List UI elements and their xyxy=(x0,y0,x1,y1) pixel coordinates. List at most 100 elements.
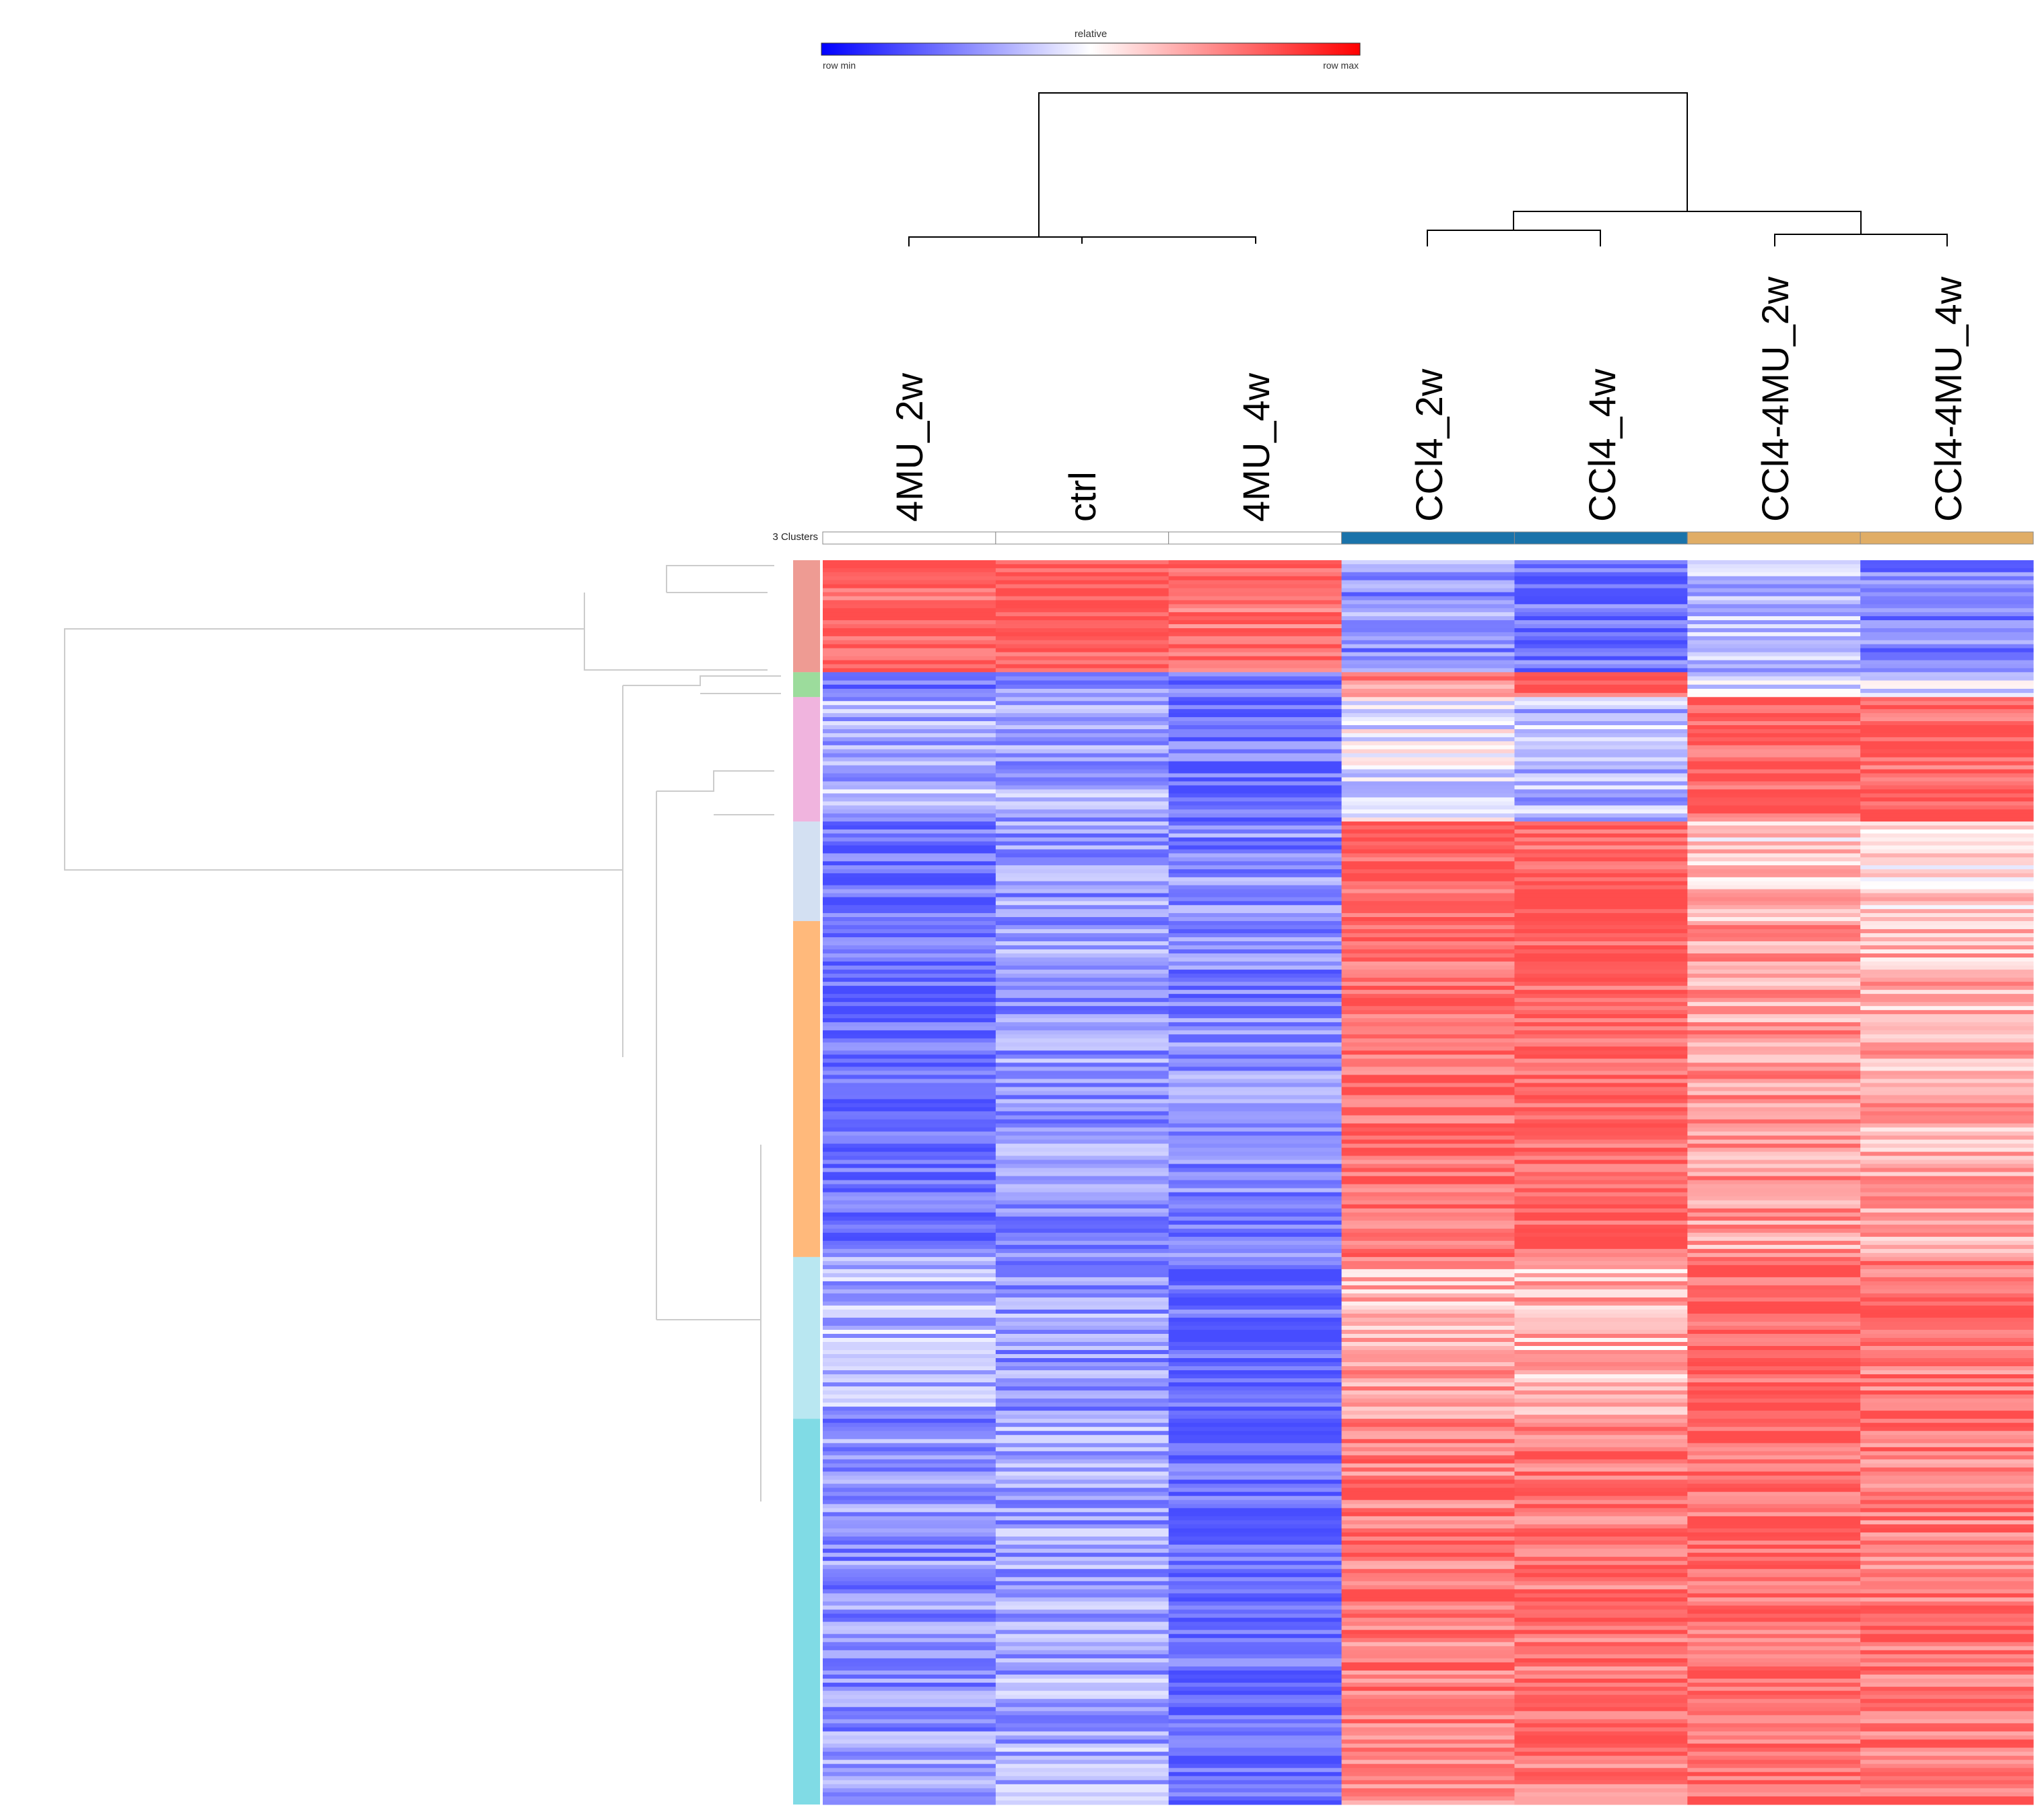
heatmap-cell xyxy=(995,1026,1169,1031)
heatmap-cell xyxy=(1168,1747,1343,1753)
heatmap-cell xyxy=(1168,953,1343,958)
heatmap-cell xyxy=(1168,1638,1343,1643)
heatmap-cell xyxy=(1341,1695,1515,1699)
heatmap-cell xyxy=(995,897,1169,902)
heatmap-cell xyxy=(1341,596,1515,601)
heatmap-cell xyxy=(1514,1370,1688,1375)
heatmap-cell xyxy=(1168,1617,1343,1623)
heatmap-cell xyxy=(1687,761,1861,766)
heatmap-cell xyxy=(1341,1439,1515,1444)
heatmap-cell xyxy=(995,1459,1169,1464)
heatmap-cell xyxy=(1514,1597,1688,1602)
heatmap-cell xyxy=(1168,1256,1343,1262)
heatmap-cell xyxy=(1687,1650,1861,1655)
heatmap-cell xyxy=(1168,1512,1343,1517)
heatmap-cell xyxy=(1860,1739,2034,1745)
heatmap-cell xyxy=(995,1269,1169,1274)
heatmap-cell xyxy=(995,1593,1169,1598)
heatmap-cell xyxy=(1514,1431,1688,1436)
heatmap-cell xyxy=(1514,1755,1688,1761)
heatmap-cell xyxy=(823,1642,996,1647)
heatmap-cell xyxy=(995,1642,1169,1647)
heatmap-cell xyxy=(1687,1467,1861,1473)
heatmap-cell xyxy=(823,957,996,962)
heatmap-cell xyxy=(995,1407,1169,1411)
heatmap-cell xyxy=(1860,1585,2034,1590)
heatmap-cell xyxy=(1514,1747,1688,1753)
heatmap-cell xyxy=(995,797,1169,802)
heatmap-cell xyxy=(1168,1099,1343,1104)
cluster-annotation-label: 3 Clusters xyxy=(772,531,818,543)
heatmap-cell xyxy=(1687,957,1861,962)
heatmap-cell xyxy=(1168,1026,1343,1031)
heatmap-cell xyxy=(1860,949,2034,954)
heatmap-cell xyxy=(1514,1751,1688,1757)
heatmap-cell xyxy=(1168,769,1343,774)
heatmap-cell xyxy=(1168,1188,1343,1193)
heatmap-cell xyxy=(995,1719,1169,1724)
heatmap-cell xyxy=(1341,1683,1515,1687)
heatmap-cell xyxy=(995,1617,1169,1623)
heatmap-cell xyxy=(995,608,1169,613)
heatmap-cell xyxy=(1860,1707,2034,1712)
heatmap-cell xyxy=(1860,1573,2034,1578)
heatmap-cell xyxy=(1860,1601,2034,1607)
heatmap-cell xyxy=(1168,1119,1343,1124)
heatmap-cell xyxy=(1168,1719,1343,1724)
heatmap-cell xyxy=(1860,801,2034,806)
heatmap-cell xyxy=(1514,1350,1688,1355)
heatmap-cell xyxy=(1168,845,1343,850)
heatmap-cell xyxy=(1687,924,1861,930)
heatmap-cell xyxy=(1860,1378,2034,1383)
heatmap-cell xyxy=(1687,785,1861,790)
heatmap-cell xyxy=(823,672,996,677)
heatmap-cell xyxy=(1341,1277,1515,1282)
column-label-4: CCl4_4w xyxy=(1581,368,1623,522)
heatmap-cell xyxy=(1514,920,1688,926)
heatmap-cell xyxy=(1860,809,2034,814)
heatmap-cell xyxy=(1168,1058,1343,1063)
heatmap-cell xyxy=(995,1581,1169,1586)
heatmap-cell xyxy=(1687,1164,1861,1169)
heatmap-cell xyxy=(823,580,996,585)
heatmap-cell xyxy=(1341,1459,1515,1464)
heatmap-cell xyxy=(823,1010,996,1015)
heatmap-cell xyxy=(1341,1666,1515,1671)
heatmap-cell xyxy=(1168,1196,1343,1201)
heatmap-cell xyxy=(995,970,1169,974)
heatmap-cell xyxy=(823,608,996,613)
heatmap-cell xyxy=(1341,572,1515,577)
heatmap-cell xyxy=(823,1561,996,1565)
heatmap-cell xyxy=(1341,564,1515,569)
heatmap-cell xyxy=(1687,1325,1861,1330)
heatmap-cell xyxy=(823,709,996,714)
heatmap-cell xyxy=(1687,1727,1861,1732)
heatmap-cell xyxy=(1341,1675,1515,1679)
heatmap-cell xyxy=(1168,1419,1343,1423)
heatmap-cell xyxy=(823,697,996,702)
heatmap-cell xyxy=(995,1467,1169,1473)
heatmap-cell xyxy=(1860,920,2034,926)
heatmap-cell xyxy=(1860,1439,2034,1444)
heatmap-cell xyxy=(1687,713,1861,718)
heatmap-cell xyxy=(1341,1087,1515,1091)
heatmap-cell xyxy=(1687,777,1861,782)
heatmap-cell xyxy=(823,1609,996,1615)
heatmap-cell xyxy=(1168,1431,1343,1436)
heatmap-cell xyxy=(1341,1654,1515,1659)
heatmap-cell xyxy=(1341,576,1515,581)
heatmap-cell xyxy=(995,1301,1169,1306)
heatmap-cell xyxy=(1341,1151,1515,1157)
heatmap-cell xyxy=(1860,1589,2034,1594)
heatmap-cell xyxy=(1687,982,1861,986)
heatmap-cell xyxy=(1687,901,1861,906)
row-dendro-lower xyxy=(656,1145,761,1502)
heatmap-cell xyxy=(823,1208,996,1213)
heatmap-cell xyxy=(995,1512,1169,1517)
heatmap-cell xyxy=(1168,1269,1343,1274)
heatmap-cell xyxy=(995,576,1169,581)
heatmap-cell xyxy=(1860,1022,2034,1027)
heatmap-cell xyxy=(995,962,1169,966)
heatmap-cell xyxy=(1341,684,1515,689)
heatmap-cell xyxy=(1687,1046,1861,1051)
